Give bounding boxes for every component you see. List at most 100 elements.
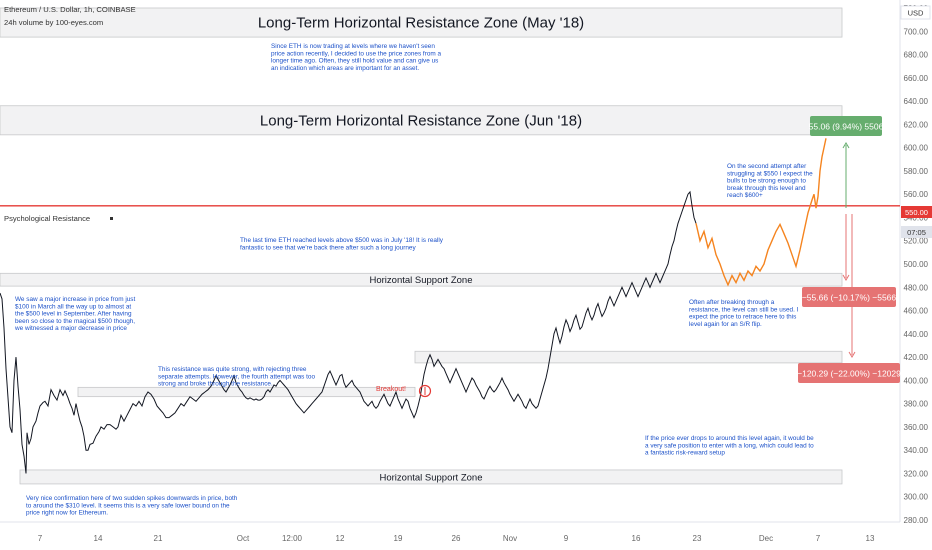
y-tick-labels: 280.00 300.00 320.00 340.00 360.00 380.00 400.… <box>904 4 929 525</box>
price-tag <box>901 206 932 218</box>
zone-label: Horizontal Support Zone <box>370 275 473 286</box>
y-tick-label: 400.00 <box>904 376 929 385</box>
note-text-line: an indication which areas are important … <box>271 65 419 72</box>
note-text-line: Very nice confirmation here of two sudde… <box>26 495 238 502</box>
note-text-line: break through this level and <box>727 185 806 192</box>
note-text-line: Often after breaking through a <box>689 299 775 306</box>
y-tick-label: 360.00 <box>904 423 929 432</box>
volume-indicator-label: 24h volume by 100-eyes.com <box>4 18 103 27</box>
y-tick-label: 680.00 <box>904 51 929 60</box>
note-text-line: separate attempts. However, the fourth a… <box>158 373 315 380</box>
down1-measure-text: −55.66 (−10.17%) −5566 <box>802 293 897 303</box>
note-text-line: reach $600+ <box>727 192 763 199</box>
y-tick-label: 320.00 <box>904 469 929 478</box>
note-text-line: This resistance was quite strong, with r… <box>158 366 307 373</box>
down1-arrow-icon <box>842 274 850 281</box>
x-tick-label: 16 <box>632 534 641 543</box>
projection-series-line <box>695 138 827 287</box>
y-tick-label: 520.00 <box>904 237 929 246</box>
zone-box <box>19 469 843 485</box>
note-text-line: expect the price to retrace here to this <box>689 314 796 321</box>
x-tick-label: 19 <box>394 534 403 543</box>
y-tick-label: 300.00 <box>904 493 929 502</box>
x-tick-label: Dec <box>759 534 773 543</box>
note-text-line: to around the $310 level. It seems this … <box>26 502 230 509</box>
time-tag-text: 07:05 <box>907 228 926 237</box>
y-tick-label: 580.00 <box>904 167 929 176</box>
note-text-line: fantastic to see that we're back there a… <box>240 244 416 251</box>
x-tick-label: 9 <box>564 534 569 543</box>
note-text-line: resistance, the level can still be used.… <box>689 306 799 313</box>
note-text-line: price right now for Ethereum. <box>26 510 108 517</box>
breakout-circle-icon <box>418 384 432 398</box>
x-tick-label: Nov <box>503 534 517 543</box>
zone-layer: Long-Term Horizontal Resistance Zone (Ma… <box>0 7 843 485</box>
note-text-line: strong and broke through the resistance. <box>158 381 273 388</box>
down2-measure-text: −120.29 (−22.00%) −12029 <box>797 369 901 379</box>
y-tick-label: 280.00 <box>904 516 929 525</box>
y-tick-label: 500.00 <box>904 260 929 269</box>
y-tick-label: 380.00 <box>904 400 929 409</box>
y-tick-label: 440.00 <box>904 330 929 339</box>
y-tick-label: 600.00 <box>904 144 929 153</box>
price-tag-text: 550.00 <box>905 208 928 217</box>
up-measure-text: 55.06 (9.94%) 5506 <box>809 122 884 132</box>
zone-box <box>0 7 843 38</box>
note-text-line: level again for an S/R flip. <box>689 321 762 328</box>
currency-label: USD <box>908 9 924 18</box>
x-tick-labels: 7 14 21 Oct 12:00 12 19 26 Nov 9 16 23 Dec 7 13 <box>38 534 875 543</box>
time-tag <box>901 226 932 238</box>
psychological-resistance-label: Psychological Resistance <box>4 214 90 223</box>
note-text-line: On the second attempt after <box>727 163 807 170</box>
note-text-line: a fantastic risk-reward setup <box>645 450 725 457</box>
note-text-line: Since ETH is now trading at levels where… <box>271 43 435 50</box>
y-tick-label: 640.00 <box>904 97 929 106</box>
note-text-line: The last time ETH reached levels above $… <box>240 237 444 244</box>
psych-marker-icon <box>110 217 113 220</box>
x-tick-label: 7 <box>816 534 821 543</box>
zone-label: Long-Term Horizontal Resistance Zone (Ju… <box>260 112 582 129</box>
down1-measure-box <box>802 287 896 307</box>
note-text-line: If the price ever drops to around this l… <box>645 435 814 442</box>
down2-measure-box <box>798 363 900 383</box>
zone-box <box>414 350 843 364</box>
x-tick-label: 26 <box>452 534 461 543</box>
breakout-label: Breakout! <box>376 386 406 393</box>
x-tick-label: Oct <box>237 534 250 543</box>
zone-box <box>77 386 416 398</box>
x-tick-label: 12 <box>336 534 345 543</box>
y-tick-label: 660.00 <box>904 74 929 83</box>
y-tick-label: 460.00 <box>904 307 929 316</box>
note-text-line: $100 in March all the way up to almost a… <box>15 303 131 310</box>
y-tick-label: 420.00 <box>904 353 929 362</box>
note-text-line: a very safe position to enter with a lon… <box>645 442 814 449</box>
note-text-line: we witnessed a major decrease in price <box>14 325 127 332</box>
y-tick-label: 560.00 <box>904 190 929 199</box>
y-tick-label: 620.00 <box>904 120 929 129</box>
y-axis-strip <box>900 0 932 550</box>
x-tick-label: 12:00 <box>282 534 303 543</box>
note-text-line: We saw a major increase in price from ju… <box>15 296 136 303</box>
x-tick-label: 21 <box>154 534 163 543</box>
x-tick-label: 14 <box>94 534 103 543</box>
note-text-line: struggling at $550 I expect the <box>727 170 813 177</box>
x-tick-label: 23 <box>693 534 702 543</box>
zone-label: Long-Term Horizontal Resistance Zone (Ma… <box>258 15 584 32</box>
up-arrow-icon <box>842 142 850 149</box>
y-tick-label: 340.00 <box>904 446 929 455</box>
note-text-line: bulls to be strong enough to <box>727 178 806 185</box>
note-text-line: been so close to the magical $500 though… <box>15 318 135 325</box>
currency-badge[interactable] <box>900 5 931 20</box>
price-series-line <box>0 190 697 474</box>
zone-box <box>0 105 843 136</box>
y-tick-label: 480.00 <box>904 283 929 292</box>
notes-layer: Since ETH is now trading at levels where… <box>14 43 814 517</box>
x-tick-label: 13 <box>866 534 875 543</box>
note-text-line: price action recently, I decided to use … <box>271 50 441 57</box>
zone-label: Horizontal Support Zone <box>380 472 483 483</box>
symbol-title: Ethereum / U.S. Dollar, 1h, COINBASE <box>4 5 136 14</box>
down2-arrow-icon <box>848 351 856 358</box>
note-text-line: longer time ago. Often, they still hold … <box>271 58 438 65</box>
up-measure-box <box>810 116 882 136</box>
